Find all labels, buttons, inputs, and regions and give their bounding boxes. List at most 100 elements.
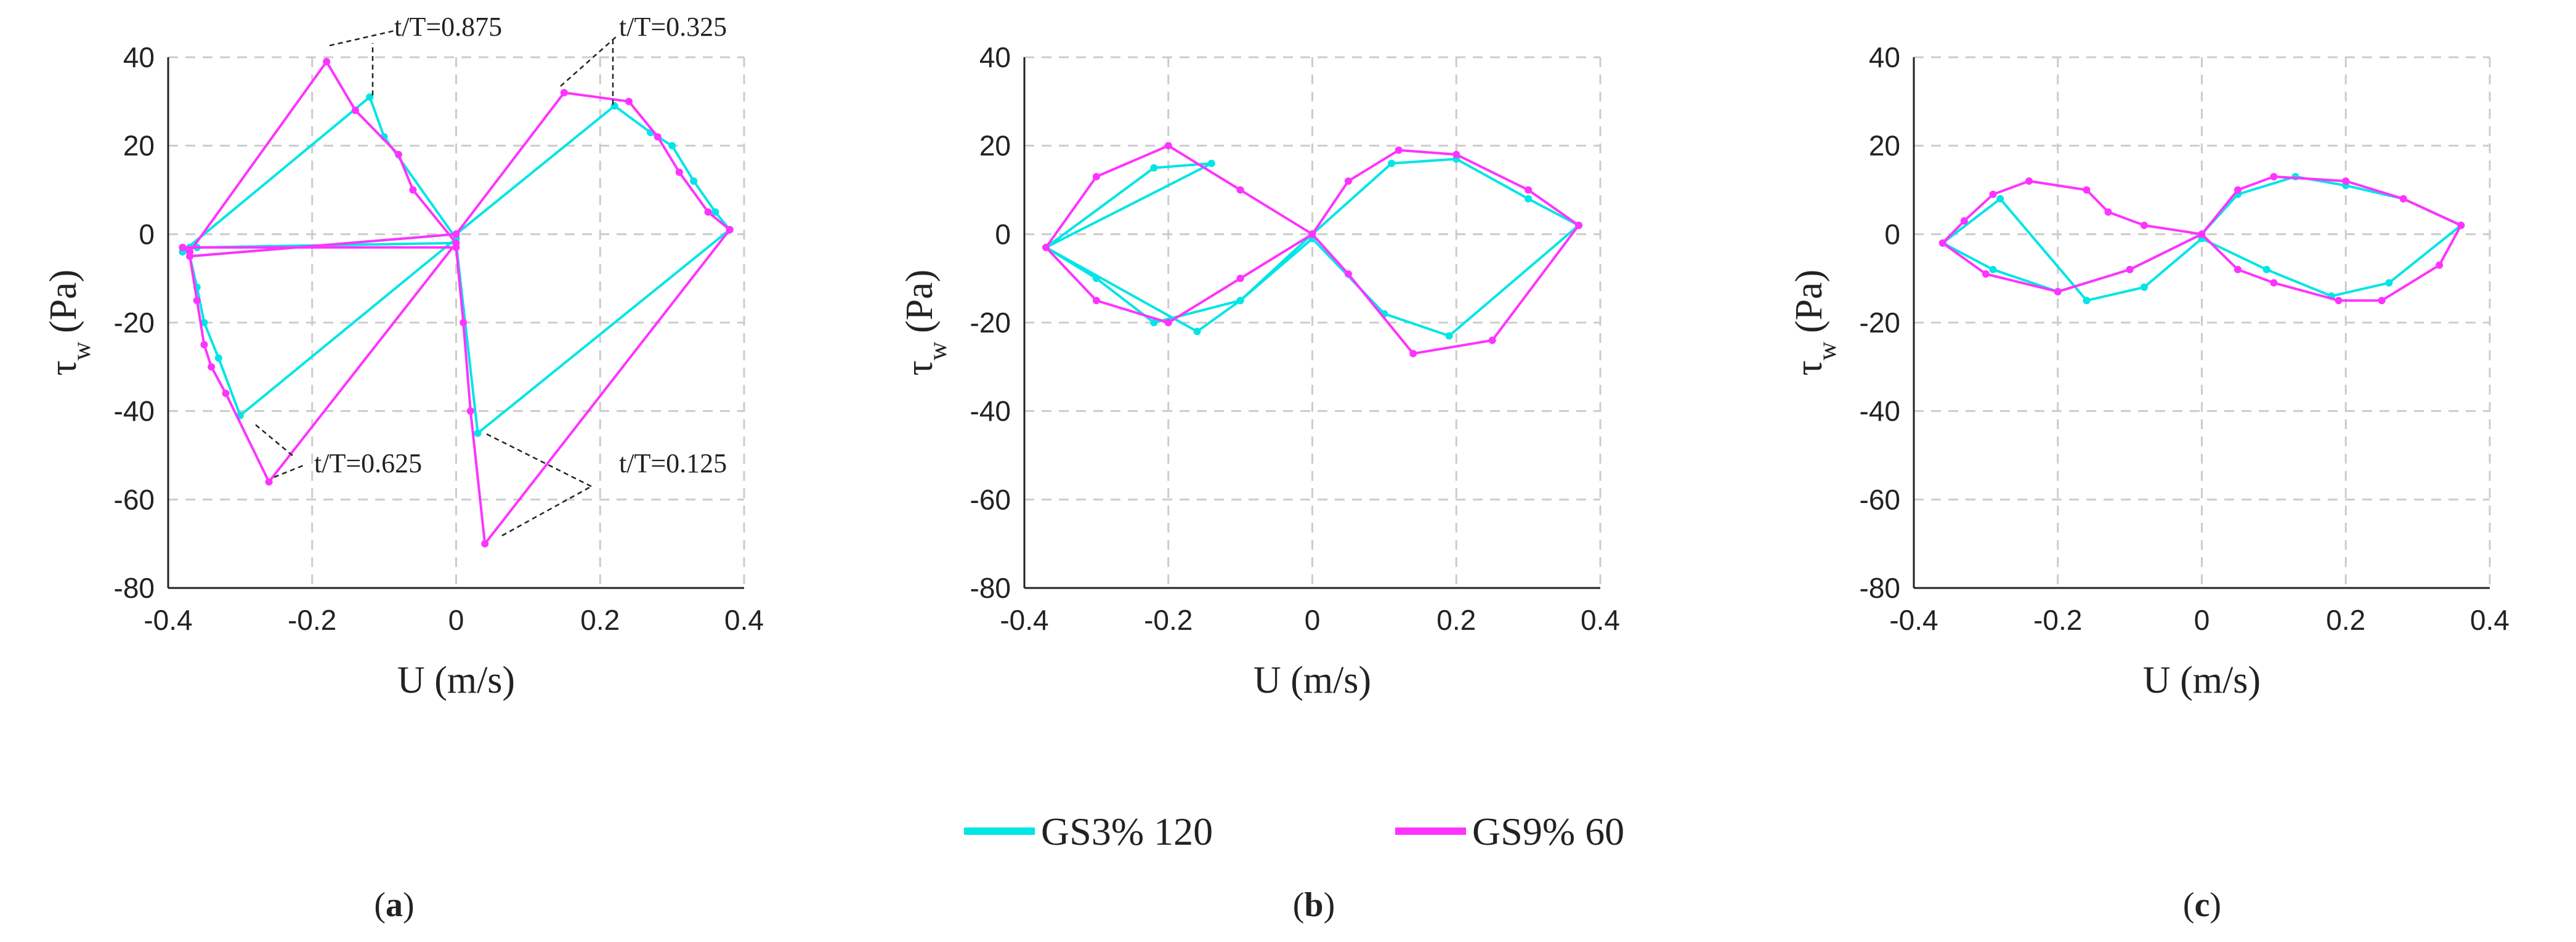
data-point-series-1 [214, 354, 222, 362]
x-tick-label: 0.4 [1581, 604, 1620, 636]
data-point-series-2 [395, 151, 402, 159]
series-line-1 [1045, 158, 1580, 337]
y-axis-label-subscript: w [924, 341, 952, 360]
data-point-series-1 [668, 142, 676, 150]
y-tick-label: -40 [970, 395, 1011, 427]
panel-label-letter: b [1304, 886, 1323, 924]
data-point-series-1 [1525, 195, 1533, 203]
data-point-series-1 [1996, 195, 2004, 203]
data-point-series-1 [610, 102, 618, 110]
data-point-series-1 [2141, 283, 2148, 291]
y-axis-label: τw (Pa) [899, 270, 952, 376]
panel-label-paren-close: ) [1324, 886, 1335, 924]
data-point-series-1 [474, 429, 482, 437]
y-tick-label: -40 [114, 395, 155, 427]
data-point-series-2 [265, 478, 273, 486]
y-tick-label: 0 [1884, 218, 1900, 250]
annotation-text: t/T=0.875 [394, 12, 502, 42]
data-point-series-2 [1938, 239, 1946, 247]
x-tick-label: 0.2 [2326, 604, 2365, 636]
legend-label-1: GS3% 120 [1041, 810, 1213, 853]
data-point-series-2 [726, 226, 734, 234]
data-point-series-2 [460, 319, 468, 326]
panel-label-c: (c) [2183, 886, 2221, 924]
annotation-leader [501, 485, 592, 537]
data-point-series-2 [200, 340, 208, 348]
annotation-text: t/T=0.625 [314, 448, 422, 478]
annotation-text: t/T=0.125 [619, 448, 727, 478]
y-axis-label-symbol: τ [899, 360, 941, 376]
data-point-series-1 [2262, 265, 2270, 273]
panel-label-a: (a) [374, 886, 414, 924]
data-point-series-2 [2270, 279, 2278, 287]
y-tick-label: -60 [970, 483, 1011, 515]
data-point-series-2 [2083, 186, 2091, 194]
data-point-series-2 [2234, 265, 2242, 273]
x-tick-label: 0 [2194, 604, 2210, 636]
panel-label-paren-close: ) [2209, 886, 2221, 924]
panel-labels: (a) (b) (c) [374, 886, 2221, 924]
x-tick-label: -0.2 [1144, 604, 1193, 636]
y-tick-label: -20 [1860, 307, 1900, 339]
data-point-series-2 [452, 243, 460, 251]
annotation-group: t/T=0.875 t/T=0.325 t/T=0.625 t/T=0.125 [255, 12, 727, 537]
data-point-series-1 [1388, 159, 1396, 167]
chart-panel-b: -0.4 -0.2 0 0.2 0.4 40 20 0 -20 -40 -60 -80 U (m/s) τ… [899, 41, 1620, 701]
y-axis-label-symbol: τ [1788, 360, 1830, 376]
data-point-series-1 [1193, 328, 1201, 336]
data-point-series-2 [1236, 186, 1244, 194]
annotation-leader [273, 464, 306, 478]
data-point-series-2 [466, 407, 474, 415]
data-point-series-1 [2385, 279, 2393, 287]
data-point-series-1 [1445, 332, 1453, 340]
data-point-series-1 [1207, 159, 1215, 167]
legend: GS3% 120 GS9% 60 [964, 810, 1624, 853]
data-point-series-1 [1989, 265, 1997, 273]
chart-panel-c: -0.4 -0.2 0 0.2 0.4 40 20 0 -20 -40 -60 -80 U (m/s) τ… [1788, 41, 2509, 701]
x-tick-label: 0 [448, 604, 464, 636]
annotation-text: t/T=0.325 [619, 12, 727, 42]
x-axis-label: U (m/s) [1254, 659, 1371, 701]
x-tick-label: -0.2 [2033, 604, 2082, 636]
data-point-series-2 [1960, 217, 1968, 225]
x-tick-label: 0.4 [724, 604, 764, 636]
data-point-series-2 [193, 297, 201, 305]
x-tick-label: 0.2 [1436, 604, 1476, 636]
data-point-series-2 [2025, 177, 2033, 185]
data-point-series-2 [1236, 275, 1244, 283]
y-axis-label-subscript: w [68, 341, 96, 360]
x-tick-label: -0.4 [1889, 604, 1938, 636]
data-point-series-2 [1395, 146, 1403, 154]
panel-label-paren-open: ( [2183, 886, 2195, 924]
x-tick-label: -0.2 [288, 604, 336, 636]
y-tick-label: 0 [139, 218, 155, 250]
data-point-series-2 [2141, 221, 2148, 229]
data-point-series-1 [366, 93, 374, 101]
y-tick-label: 20 [123, 130, 155, 162]
data-point-series-2 [1308, 230, 1316, 238]
data-point-series-2 [1409, 350, 1417, 358]
data-point-series-1 [711, 208, 719, 216]
annotation-leader [486, 433, 592, 488]
data-point-series-2 [452, 230, 460, 238]
y-tick-label: -40 [1860, 395, 1900, 427]
y-axis-label-subscript: w [1813, 341, 1842, 360]
panel-label-paren-open: ( [1293, 886, 1305, 924]
y-tick-label: -80 [970, 572, 1011, 604]
data-point-series-2 [409, 186, 417, 194]
data-point-series-2 [1574, 221, 1582, 229]
data-point-series-1 [2083, 297, 2091, 305]
data-point-series-2 [2054, 288, 2062, 296]
data-point-series-2 [1092, 172, 1100, 180]
data-point-series-2 [2198, 230, 2206, 238]
x-tick-label: 0.4 [2470, 604, 2509, 636]
data-point-series-2 [351, 107, 359, 115]
y-axis-label-unit: (Pa) [899, 270, 941, 333]
panel-label-paren-close: ) [403, 886, 415, 924]
data-point-series-2 [1525, 186, 1533, 194]
data-point-series-2 [2234, 186, 2242, 194]
y-axis-label-unit: (Pa) [43, 270, 84, 333]
data-point-series-1 [690, 177, 698, 185]
y-tick-label: -20 [114, 307, 155, 339]
data-point-series-2 [208, 363, 216, 371]
